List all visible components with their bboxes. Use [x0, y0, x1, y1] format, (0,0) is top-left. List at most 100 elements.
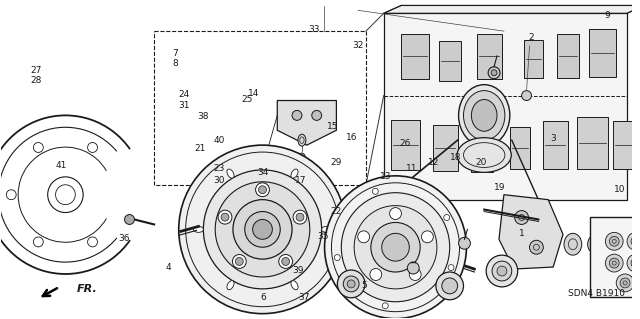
Bar: [401, 34, 429, 79]
Text: 15: 15: [326, 122, 338, 131]
Ellipse shape: [588, 235, 602, 253]
Text: 24: 24: [179, 90, 190, 99]
Circle shape: [631, 258, 640, 268]
Text: FR.: FR.: [77, 284, 98, 294]
Text: 16: 16: [346, 133, 357, 142]
Text: 19: 19: [494, 183, 506, 192]
Text: 22: 22: [330, 207, 341, 216]
Circle shape: [444, 214, 450, 220]
Circle shape: [491, 70, 497, 76]
Circle shape: [334, 255, 340, 261]
Bar: [390, 120, 420, 170]
Text: 31: 31: [179, 101, 190, 110]
Ellipse shape: [193, 226, 204, 232]
Circle shape: [358, 231, 369, 243]
Text: 4: 4: [166, 263, 172, 271]
Text: 37: 37: [298, 293, 310, 301]
Circle shape: [407, 262, 419, 274]
Circle shape: [204, 170, 322, 289]
Bar: [472, 128, 493, 172]
Circle shape: [371, 222, 420, 272]
Text: 6: 6: [260, 293, 266, 301]
Circle shape: [244, 211, 280, 247]
Text: 30: 30: [213, 175, 225, 185]
Text: SDN4 B1910: SDN4 B1910: [568, 289, 625, 298]
Circle shape: [354, 205, 437, 289]
Ellipse shape: [322, 226, 332, 232]
Text: 18: 18: [450, 153, 461, 162]
Circle shape: [292, 110, 302, 120]
Bar: [524, 40, 543, 78]
Text: 34: 34: [257, 168, 269, 177]
Circle shape: [497, 266, 507, 276]
Bar: [351, 202, 361, 211]
Ellipse shape: [298, 134, 306, 146]
Text: 17: 17: [295, 175, 307, 185]
Circle shape: [282, 257, 290, 265]
Text: 14: 14: [248, 89, 259, 98]
Text: 25: 25: [242, 95, 253, 104]
Text: 40: 40: [213, 136, 225, 145]
Text: 21: 21: [195, 144, 205, 153]
Ellipse shape: [606, 236, 618, 252]
Text: 5: 5: [361, 281, 367, 291]
Circle shape: [218, 210, 232, 224]
Circle shape: [529, 240, 543, 254]
Bar: [557, 34, 579, 78]
Circle shape: [279, 255, 292, 268]
Circle shape: [422, 231, 433, 243]
Text: 23: 23: [213, 165, 225, 174]
Bar: [589, 29, 616, 77]
Circle shape: [381, 234, 410, 261]
Circle shape: [488, 67, 500, 79]
Text: 29: 29: [330, 158, 341, 167]
Ellipse shape: [457, 138, 511, 172]
Circle shape: [221, 213, 229, 221]
Ellipse shape: [291, 169, 298, 178]
Ellipse shape: [298, 166, 307, 178]
Circle shape: [605, 232, 623, 250]
Bar: [577, 117, 609, 169]
Text: 7: 7: [172, 49, 178, 58]
Circle shape: [312, 110, 322, 120]
Text: 2: 2: [528, 33, 534, 42]
Ellipse shape: [463, 91, 505, 140]
Text: 41: 41: [56, 161, 67, 170]
Ellipse shape: [472, 100, 497, 131]
Ellipse shape: [298, 201, 306, 212]
Circle shape: [255, 183, 269, 197]
Ellipse shape: [298, 217, 305, 226]
Ellipse shape: [623, 237, 637, 255]
Circle shape: [215, 182, 310, 277]
Text: 32: 32: [352, 41, 364, 50]
Ellipse shape: [227, 281, 234, 290]
Circle shape: [492, 261, 512, 281]
Bar: [384, 13, 627, 200]
Circle shape: [370, 269, 381, 280]
Circle shape: [236, 257, 243, 265]
Circle shape: [605, 254, 623, 272]
Bar: [439, 41, 461, 81]
Circle shape: [609, 258, 619, 268]
Circle shape: [459, 237, 470, 249]
Circle shape: [179, 145, 346, 314]
Circle shape: [232, 255, 246, 268]
Text: 11: 11: [406, 165, 417, 174]
Circle shape: [515, 211, 529, 225]
Ellipse shape: [291, 281, 298, 290]
Text: 36: 36: [118, 234, 130, 243]
Ellipse shape: [227, 169, 234, 178]
Text: 35: 35: [317, 233, 329, 241]
Text: 27: 27: [30, 66, 42, 76]
Circle shape: [337, 270, 365, 298]
Circle shape: [410, 269, 421, 280]
Circle shape: [436, 272, 463, 300]
Text: 8: 8: [172, 59, 178, 68]
Ellipse shape: [564, 234, 582, 255]
Text: 13: 13: [380, 172, 392, 182]
Ellipse shape: [298, 153, 305, 163]
Polygon shape: [277, 100, 337, 145]
Circle shape: [296, 213, 304, 221]
Circle shape: [125, 214, 134, 225]
Circle shape: [486, 255, 518, 287]
